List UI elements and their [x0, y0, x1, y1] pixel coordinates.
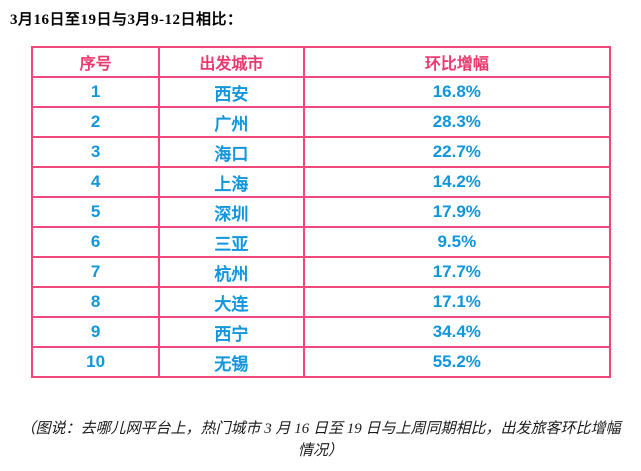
table-row: 7 杭州 17.7%	[30, 256, 612, 288]
growth-table: 序号 出发城市 环比增幅 1 西安 16.8% 2 广州 28.3% 3 海口 22.7% 4 上海…	[30, 46, 612, 378]
growth-cell: 55.2%	[302, 346, 612, 378]
table-row: 3 海口 22.7%	[30, 136, 612, 168]
city-cell: 三亚	[158, 226, 305, 258]
rank-cell: 10	[30, 346, 161, 378]
growth-cell: 34.4%	[302, 316, 612, 348]
header-rank: 序号	[30, 46, 161, 78]
city-cell: 大连	[158, 286, 305, 318]
table-row: 2 广州 28.3%	[30, 106, 612, 138]
table-row: 5 深圳 17.9%	[30, 196, 612, 228]
table-row: 1 西安 16.8%	[30, 76, 612, 108]
city-cell: 杭州	[158, 256, 305, 288]
growth-cell: 28.3%	[302, 106, 612, 138]
rank-cell: 4	[30, 166, 161, 198]
city-cell: 上海	[158, 166, 305, 198]
table-row: 10 无锡 55.2%	[30, 346, 612, 378]
header-city: 出发城市	[158, 46, 305, 78]
rank-cell: 7	[30, 256, 161, 288]
growth-cell: 16.8%	[302, 76, 612, 108]
growth-cell: 14.2%	[302, 166, 612, 198]
rank-cell: 3	[30, 136, 161, 168]
table-row: 6 三亚 9.5%	[30, 226, 612, 258]
table-body: 1 西安 16.8% 2 广州 28.3% 3 海口 22.7% 4 上海 14.2% 5 深圳 17.9%…	[30, 76, 612, 378]
growth-cell: 9.5%	[302, 226, 612, 258]
city-cell: 无锡	[158, 346, 305, 378]
city-cell: 西安	[158, 76, 305, 108]
rank-cell: 2	[30, 106, 161, 138]
figure-caption: （图说：去哪儿网平台上，热门城市 3 月 16 日至 19 日与上周同期相比，出…	[20, 421, 621, 459]
rank-cell: 6	[30, 226, 161, 258]
table-row: 4 上海 14.2%	[30, 166, 612, 198]
growth-cell: 17.1%	[302, 286, 612, 318]
growth-cell: 17.7%	[302, 256, 612, 288]
city-cell: 深圳	[158, 196, 305, 228]
rank-cell: 9	[30, 316, 161, 348]
header-growth: 环比增幅	[302, 46, 612, 78]
table-row: 9 西宁 34.4%	[30, 316, 612, 348]
growth-cell: 17.9%	[302, 196, 612, 228]
rank-cell: 8	[30, 286, 161, 318]
page-title: 3月16日至19日与3月9-12日相比：	[10, 12, 243, 28]
table-header: 序号 出发城市 环比增幅	[30, 46, 612, 78]
city-cell: 海口	[158, 136, 305, 168]
table-header-row: 序号 出发城市 环比增幅	[30, 46, 612, 78]
rank-cell: 5	[30, 196, 161, 228]
growth-cell: 22.7%	[302, 136, 612, 168]
city-cell: 广州	[158, 106, 305, 138]
city-cell: 西宁	[158, 316, 305, 348]
rank-cell: 1	[30, 76, 161, 108]
table-row: 8 大连 17.1%	[30, 286, 612, 318]
